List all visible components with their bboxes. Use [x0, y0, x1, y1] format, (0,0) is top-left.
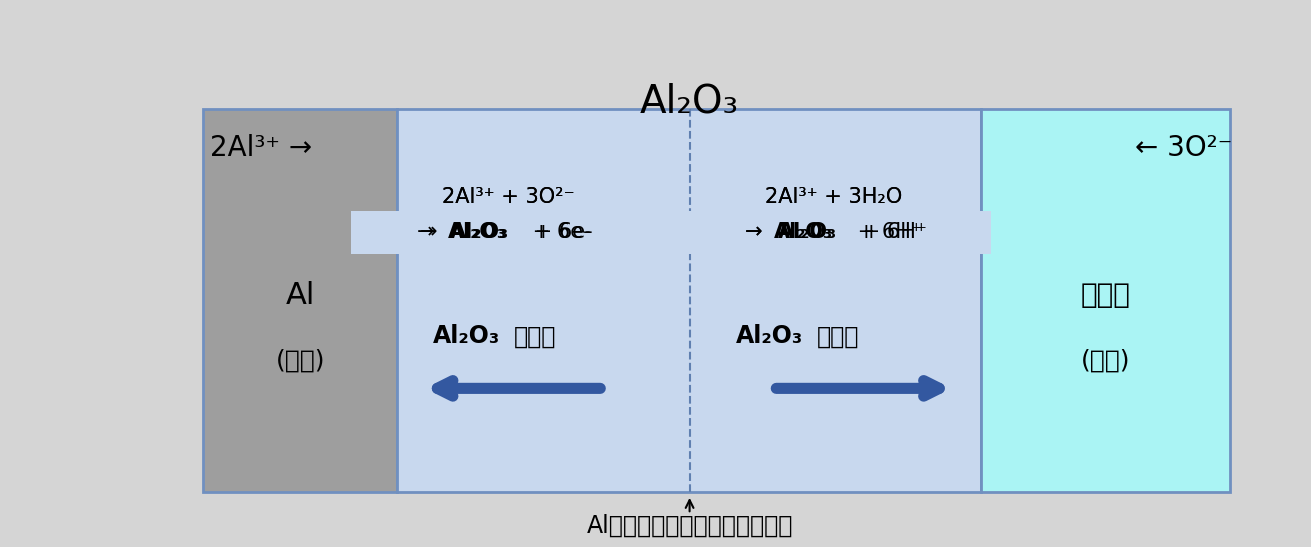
Text: Al₂O₃: Al₂O₃: [773, 223, 832, 242]
Text: Alと電解液のオリジナルの境界: Alと電解液のオリジナルの境界: [586, 514, 793, 538]
Bar: [351, 211, 666, 254]
Text: + 6H⁺: + 6H⁺: [851, 223, 922, 242]
Text: 2Al³⁺ + 3H₂O: 2Al³⁺ + 3H₂O: [766, 187, 902, 207]
Text: の成長: の成長: [817, 324, 859, 348]
Bar: [981, 109, 1230, 492]
Text: (陽極): (陽極): [275, 349, 325, 373]
Text: Al₂O₃: Al₂O₃: [448, 223, 507, 242]
Text: →: →: [745, 223, 768, 242]
Bar: [397, 109, 981, 492]
Text: Al₂O₃: Al₂O₃: [735, 324, 802, 348]
Text: →: →: [745, 223, 768, 242]
Text: + 6e-: + 6e-: [528, 223, 593, 242]
Text: →: →: [420, 223, 443, 242]
Bar: [203, 109, 397, 492]
Text: → Al₂O₃ + 6H⁺: → Al₂O₃ + 6H⁺: [759, 223, 909, 242]
Text: Al₂O₃: Al₂O₃: [640, 82, 739, 120]
Text: 電解液: 電解液: [1080, 281, 1130, 310]
Text: →: →: [417, 223, 440, 242]
Text: Al₂O₃: Al₂O₃: [450, 223, 509, 242]
Bar: [676, 211, 991, 254]
Text: ← 3O²⁻: ← 3O²⁻: [1135, 133, 1232, 162]
Text: + 6e-: + 6e-: [526, 223, 590, 242]
Text: + 6H⁺: + 6H⁺: [856, 223, 927, 242]
Text: 2Al³⁺ + 3H₂O: 2Al³⁺ + 3H₂O: [766, 187, 902, 207]
Text: 2Al³⁺ + 3O²⁻: 2Al³⁺ + 3O²⁻: [442, 187, 576, 207]
Text: の成長: の成長: [514, 324, 556, 348]
Text: → Al₂O₃ + 6e⁻: → Al₂O₃ + 6e⁻: [437, 223, 581, 242]
Text: (陰極): (陰極): [1080, 349, 1130, 373]
Text: →: →: [509, 223, 532, 242]
Text: Al₂O₃: Al₂O₃: [433, 324, 499, 348]
Text: 2Al³⁺ →: 2Al³⁺ →: [210, 133, 312, 162]
Text: Al: Al: [286, 281, 315, 310]
Text: Al₂O₃: Al₂O₃: [777, 223, 836, 242]
Text: 2Al³⁺ + 3O²⁻: 2Al³⁺ + 3O²⁻: [442, 187, 576, 207]
